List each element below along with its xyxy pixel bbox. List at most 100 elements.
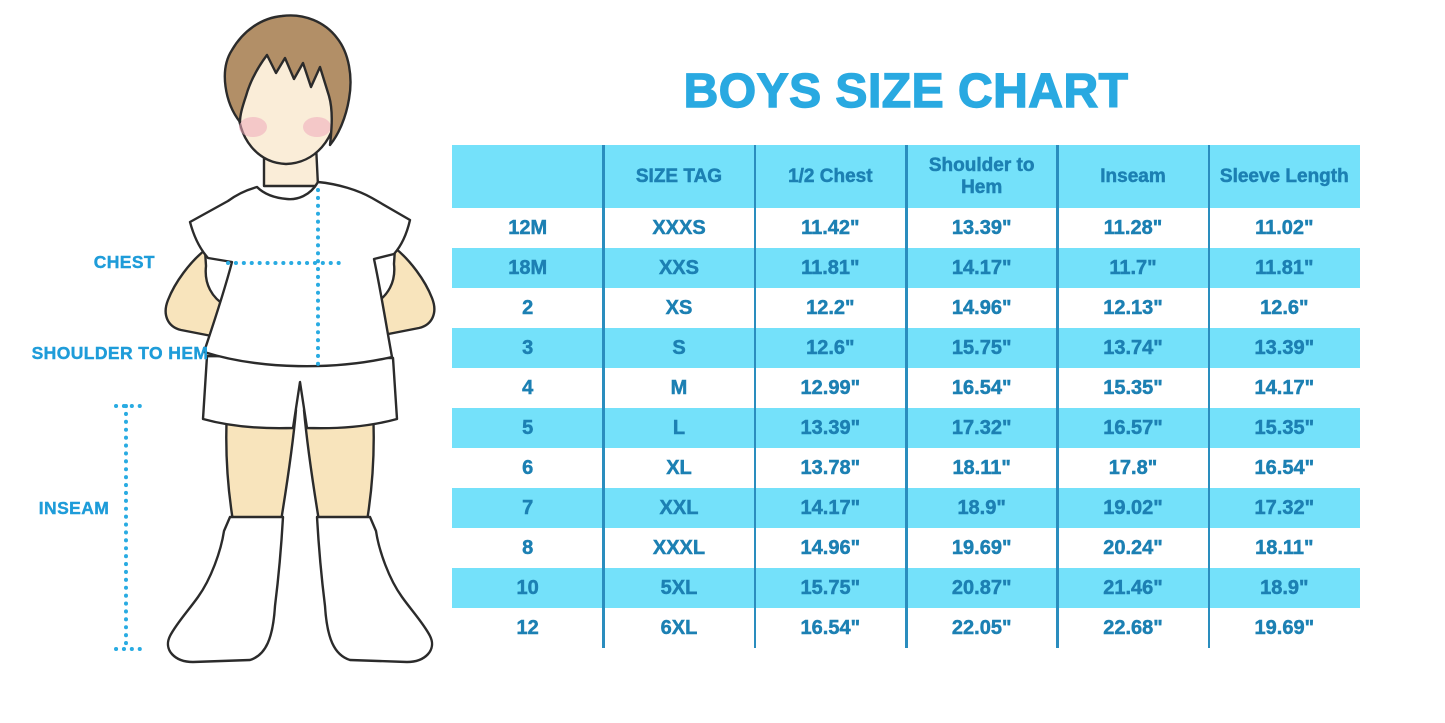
table-cell: 18.11" xyxy=(952,456,1011,479)
table-cell: 18.9" xyxy=(957,496,1006,519)
table-cell: 11.28" xyxy=(1103,216,1163,239)
table-cell: 5 xyxy=(522,416,534,439)
page-title: BOYS SIZE CHART xyxy=(683,65,1129,119)
table-cell: 18M xyxy=(508,256,548,279)
inseam-label: INSEAM xyxy=(38,498,110,518)
shorts xyxy=(201,354,399,430)
table-cell: 11.02" xyxy=(1255,216,1314,239)
table-cell: 13.39" xyxy=(951,216,1012,239)
table-row: 12 6XL 16.54" 22.05" 22.68" 19.69" xyxy=(452,608,1360,648)
table-cell: 15.75" xyxy=(951,336,1012,359)
table-cell: 16.57" xyxy=(1103,416,1163,439)
table-cell: 12.13" xyxy=(1103,296,1163,319)
table-cell: 17.32" xyxy=(1254,496,1315,519)
table-cell: XL xyxy=(666,456,692,479)
table-cell: 15.35" xyxy=(1254,416,1315,439)
table-cell: 3 xyxy=(522,336,534,359)
table-cell: 14.17" xyxy=(951,256,1012,279)
table-cell: 11.7" xyxy=(1109,256,1157,279)
right-blush xyxy=(303,117,331,137)
table-cell: 11.42" xyxy=(801,216,860,239)
table-cell: 12.2" xyxy=(806,296,855,319)
table-cell: 19.69" xyxy=(951,536,1012,559)
header-cell: Inseam xyxy=(1100,165,1166,187)
table-cell: XXS xyxy=(658,256,700,279)
table-cell: 16.54" xyxy=(800,616,861,639)
size-table: SIZE TAG 1/2 Chest Shoulder to Hem Inseam Sl… xyxy=(452,145,1360,648)
table-cell: 20.24" xyxy=(1103,536,1163,559)
table-cell: 5XL xyxy=(660,576,698,599)
left-blush xyxy=(239,117,267,137)
table-cell: 17.32" xyxy=(951,416,1012,439)
table-cell: XS xyxy=(665,296,693,319)
table-cell: 4 xyxy=(522,376,534,399)
table-row: 6 XL 13.78" 18.11" 17.8" 16.54" xyxy=(452,448,1360,488)
table-cell: 12.6" xyxy=(806,336,855,359)
table-cell: 13.74" xyxy=(1103,336,1163,359)
table-cell: 2 xyxy=(522,296,534,319)
table-cell: 22.68" xyxy=(1103,616,1163,639)
left-arm xyxy=(164,248,228,340)
shoulder-to-hem-label: SHOULDER TO HEM xyxy=(31,343,209,363)
table-cell: L xyxy=(672,416,686,439)
column-divider xyxy=(1207,145,1211,648)
table-cell: 7 xyxy=(522,496,534,519)
table-cell: 13.39" xyxy=(1254,336,1315,359)
table-cell: 19.69" xyxy=(1254,616,1315,639)
table-cell: 6 xyxy=(522,456,534,479)
table-cell: 20.87" xyxy=(951,576,1012,599)
left-sock xyxy=(166,515,285,664)
table-cell: M xyxy=(670,376,688,399)
boy-illustration xyxy=(114,14,436,664)
table-cell: 13.39" xyxy=(800,416,861,439)
table-cell: 14.17" xyxy=(800,496,861,519)
table-cell: 18.9" xyxy=(1260,576,1309,599)
table-row: 12M XXXS 11.42" 13.39" 11.28" 11.02" xyxy=(452,208,1360,248)
table-cell: 8 xyxy=(522,536,534,559)
column-divider xyxy=(905,145,908,648)
table-cell: 21.46" xyxy=(1103,576,1163,599)
table-cell: S xyxy=(672,336,686,359)
table-cell: 14.96" xyxy=(951,296,1012,319)
table-cell: XXL xyxy=(659,496,699,519)
table-row: 4 M 12.99" 16.54" 15.35" 14.17" xyxy=(452,368,1360,408)
table-cell: 15.35" xyxy=(1103,376,1163,399)
header-cell xyxy=(452,145,603,208)
chest-label: CHEST xyxy=(93,252,155,272)
table-cell: 16.54" xyxy=(951,376,1012,399)
table-row: 2 XS 12.2" 14.96" 12.13" 12.6" xyxy=(452,288,1360,328)
table-cell: 12.99" xyxy=(800,376,861,399)
table-cell: 6XL xyxy=(660,616,698,639)
table-cell: 14.17" xyxy=(1254,376,1315,399)
boy-measurement-diagram: CHEST SHOULDER TO HEM INSEAM xyxy=(0,0,460,723)
column-divider xyxy=(1056,145,1059,648)
header-cell: Shoulder to Hem xyxy=(928,154,1035,198)
table-cell: 11.81" xyxy=(801,256,860,279)
column-divider xyxy=(602,145,605,648)
table-cell: 12.6" xyxy=(1260,296,1309,319)
table-cell: 17.8" xyxy=(1108,456,1158,479)
column-divider xyxy=(753,145,757,648)
table-cell: 19.02" xyxy=(1103,496,1163,519)
table-cell: 13.78" xyxy=(800,456,861,479)
table-cell: XXXL xyxy=(652,536,706,559)
table-cell: 12M xyxy=(508,216,548,239)
table-cell: 22.05" xyxy=(951,616,1012,639)
table-cell: 10 xyxy=(516,576,539,599)
tshirt xyxy=(188,180,412,368)
table-cell: 15.75" xyxy=(800,576,861,599)
table-cell: 12 xyxy=(516,616,539,639)
header-cell: 1/2 Chest xyxy=(788,165,873,187)
table-cell: 11.81" xyxy=(1255,256,1314,279)
hair xyxy=(223,14,352,147)
header-cell: Sleeve Length xyxy=(1219,165,1349,187)
table-cell: 14.96" xyxy=(800,536,861,559)
table-cell: 18.11" xyxy=(1255,536,1314,559)
header-cell: SIZE TAG xyxy=(635,165,723,187)
table-cell: XXXS xyxy=(652,216,706,239)
table-row: 8 XXXL 14.96" 19.69" 20.24" 18.11" xyxy=(452,528,1360,568)
table-cell: 16.54" xyxy=(1254,456,1315,479)
right-arm xyxy=(372,246,436,338)
right-sock xyxy=(315,515,434,664)
